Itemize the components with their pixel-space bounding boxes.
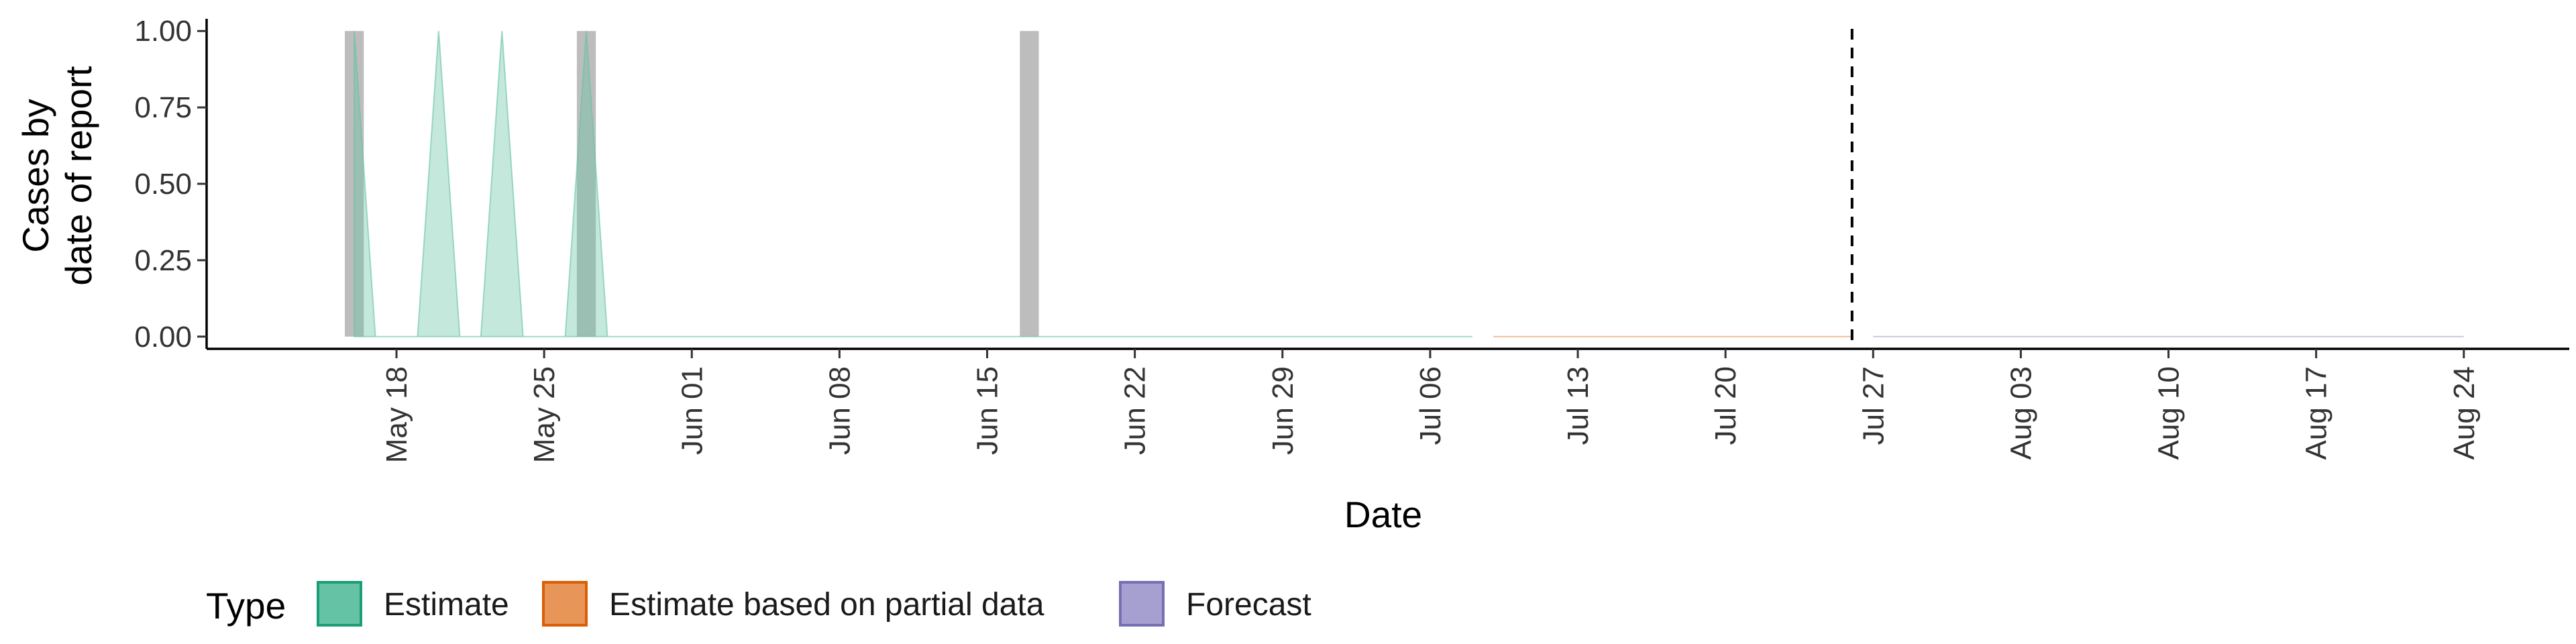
x-tick-label-6: Jun 29 bbox=[1267, 366, 1299, 455]
y-axis-title-line-2: date of report bbox=[58, 66, 99, 285]
y-tick-label-0: 0.00 bbox=[134, 321, 192, 354]
reported-case-bar-1 bbox=[576, 31, 596, 337]
x-tick-label-10: Jul 27 bbox=[1857, 366, 1890, 445]
x-tick-label-14: Aug 24 bbox=[2448, 366, 2481, 460]
reported-case-bar-2 bbox=[1020, 31, 1039, 337]
legend: Type Estimate Estimate based on partial d… bbox=[206, 581, 1311, 627]
y-tick-label-1: 0.25 bbox=[134, 244, 192, 277]
x-tick-label-13: Aug 17 bbox=[2300, 366, 2333, 460]
legend-items: Estimate Estimate based on partial data Fo… bbox=[317, 581, 1311, 627]
y-axis-title-line-1: Cases by bbox=[15, 99, 56, 253]
axes bbox=[197, 19, 2569, 358]
y-tick-label-4: 1.00 bbox=[134, 15, 192, 48]
x-tick-label-3: Jun 08 bbox=[823, 366, 856, 455]
legend-key-1 bbox=[542, 581, 588, 627]
x-tick-label-1: May 25 bbox=[528, 366, 561, 463]
x-tick-label-9: Jul 20 bbox=[1709, 366, 1742, 445]
y-tick-label-3: 0.75 bbox=[134, 91, 192, 124]
x-tick-label-4: Jun 15 bbox=[971, 366, 1004, 455]
x-tick-label-8: Jul 13 bbox=[1562, 366, 1595, 445]
x-axis-title: Date bbox=[1344, 494, 1422, 535]
estimate-bands bbox=[354, 31, 2464, 337]
x-tick-label-5: Jun 22 bbox=[1119, 366, 1152, 455]
y-tick-label-2: 0.50 bbox=[134, 168, 192, 201]
x-tick-label-2: Jun 01 bbox=[676, 366, 708, 455]
legend-title: Type bbox=[206, 585, 286, 627]
x-tick-label-7: Jul 06 bbox=[1414, 366, 1447, 445]
legend-label-1: Estimate based on partial data bbox=[609, 587, 1044, 623]
band-0 bbox=[354, 31, 1472, 337]
legend-label-2: Forecast bbox=[1186, 587, 1311, 623]
legend-key-0 bbox=[317, 581, 362, 627]
x-tick-label-12: Aug 10 bbox=[2153, 366, 2186, 460]
tick-labels: 0.00 0.25 0.50 0.75 1.00 May 18 May 25 Jun 01 Ju… bbox=[134, 15, 2480, 463]
x-tick-label-0: May 18 bbox=[380, 366, 413, 463]
legend-label-0: Estimate bbox=[384, 587, 509, 623]
legend-key-2 bbox=[1119, 581, 1165, 627]
x-tick-label-11: Aug 03 bbox=[2004, 366, 2037, 460]
